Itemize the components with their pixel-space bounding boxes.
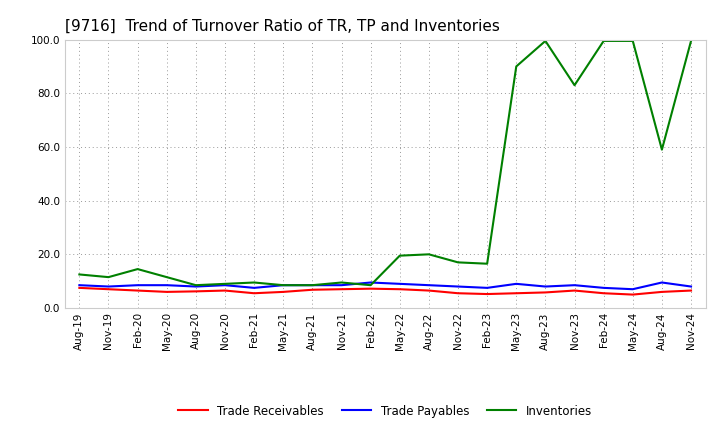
Inventories [192,282,200,288]
Trade Payables [687,284,696,289]
Inventories [133,267,142,272]
Trade Receivables [308,287,317,293]
Inventories [454,260,462,265]
Inventories [629,38,637,44]
Trade Receivables [133,288,142,293]
Inventories [483,261,492,266]
Trade Receivables [395,286,404,292]
Trade Receivables [75,285,84,290]
Legend: Trade Receivables, Trade Payables, Inventories: Trade Receivables, Trade Payables, Inven… [174,400,597,422]
Inventories [687,38,696,44]
Inventories [163,275,171,280]
Trade Payables [337,282,346,288]
Trade Payables [250,285,258,290]
Line: Trade Receivables: Trade Receivables [79,288,691,295]
Trade Payables [75,282,84,288]
Trade Payables [629,286,637,292]
Trade Receivables [657,289,666,294]
Trade Payables [220,282,229,288]
Inventories [220,281,229,286]
Inventories [512,64,521,69]
Trade Receivables [512,290,521,296]
Trade Payables [163,282,171,288]
Trade Receivables [192,289,200,294]
Trade Receivables [425,288,433,293]
Trade Receivables [570,288,579,293]
Line: Inventories: Inventories [79,41,691,285]
Trade Receivables [279,289,287,294]
Trade Payables [395,281,404,286]
Trade Payables [279,282,287,288]
Trade Payables [104,284,113,289]
Trade Payables [366,280,375,285]
Trade Receivables [629,292,637,297]
Inventories [425,252,433,257]
Inventories [75,272,84,277]
Trade Payables [657,280,666,285]
Trade Payables [192,284,200,289]
Trade Payables [570,282,579,288]
Inventories [366,282,375,288]
Trade Payables [425,282,433,288]
Trade Receivables [599,290,608,296]
Trade Receivables [366,286,375,291]
Trade Payables [133,282,142,288]
Inventories [337,280,346,285]
Trade Receivables [337,286,346,292]
Trade Payables [308,282,317,288]
Inventories [657,147,666,152]
Inventories [395,253,404,258]
Inventories [308,282,317,288]
Trade Receivables [220,288,229,293]
Inventories [104,275,113,280]
Trade Receivables [687,288,696,293]
Inventories [279,282,287,288]
Trade Receivables [454,290,462,296]
Text: [9716]  Trend of Turnover Ratio of TR, TP and Inventories: [9716] Trend of Turnover Ratio of TR, TP… [65,19,500,34]
Trade Receivables [483,291,492,297]
Inventories [570,83,579,88]
Trade Receivables [250,290,258,296]
Trade Receivables [104,286,113,292]
Trade Payables [541,284,550,289]
Line: Trade Payables: Trade Payables [79,282,691,289]
Inventories [599,38,608,44]
Trade Payables [483,285,492,290]
Trade Payables [454,284,462,289]
Trade Receivables [541,290,550,295]
Trade Payables [512,281,521,286]
Inventories [541,38,550,44]
Trade Receivables [163,289,171,294]
Trade Payables [599,285,608,290]
Inventories [250,280,258,285]
